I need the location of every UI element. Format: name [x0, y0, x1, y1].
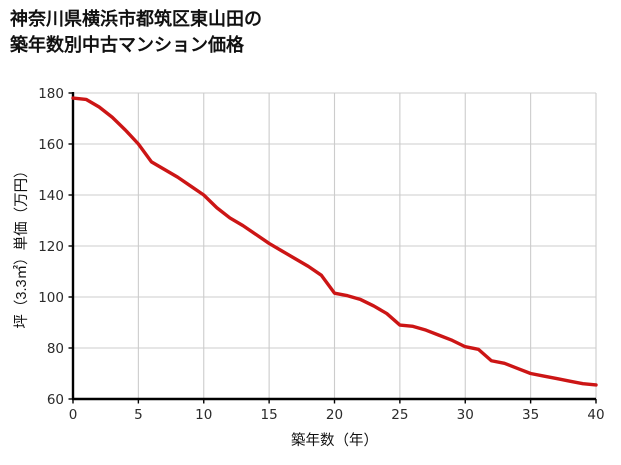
svg-text:15: 15: [261, 407, 278, 423]
svg-text:60: 60: [47, 392, 64, 408]
svg-text:35: 35: [522, 407, 539, 423]
svg-text:0: 0: [69, 407, 78, 423]
axis-spines: [71, 92, 596, 401]
x-axis-tick-labels: 0 5 10 15 20 25 30 35 40: [69, 407, 605, 423]
svg-text:120: 120: [38, 239, 64, 255]
y-axis-title: 坪（3.3㎡）単価（万円）: [13, 163, 30, 328]
svg-text:180: 180: [38, 86, 64, 102]
svg-text:10: 10: [195, 407, 212, 423]
svg-text:40: 40: [587, 407, 604, 423]
svg-text:20: 20: [326, 407, 343, 423]
svg-text:140: 140: [38, 188, 64, 204]
tick-marks: [68, 92, 597, 404]
svg-text:80: 80: [47, 341, 64, 357]
svg-text:160: 160: [38, 137, 64, 153]
x-axis-title: 築年数（年）: [291, 431, 378, 449]
svg-text:5: 5: [134, 407, 143, 423]
svg-text:25: 25: [391, 407, 408, 423]
y-axis-tick-labels: 60 80 100 120 140 160 180: [38, 86, 64, 408]
svg-text:30: 30: [457, 407, 474, 423]
chart-title: 神奈川県横浜市都筑区東山田の 築年数別中古マンション価格: [10, 9, 262, 55]
svg-text:100: 100: [38, 290, 64, 306]
grid-lines: [73, 92, 597, 400]
data-line-series: [71, 96, 598, 387]
